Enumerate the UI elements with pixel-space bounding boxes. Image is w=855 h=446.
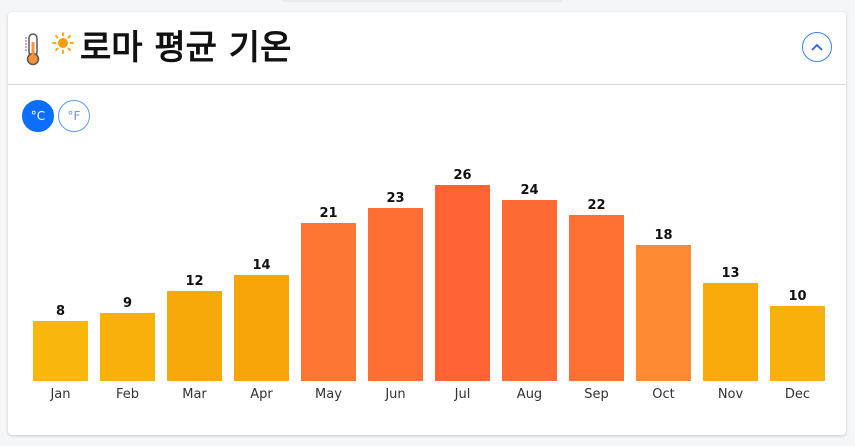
bar-value-label: 18 — [654, 228, 673, 244]
collapse-button[interactable] — [802, 32, 832, 62]
bar-sep[interactable] — [569, 215, 624, 381]
bar-value-label: 10 — [788, 288, 807, 304]
bar-feb[interactable] — [100, 313, 155, 381]
temperature-card: 로마 평균 기온 °C °F 8 Jan 9 Feb 12 Mar 14 Apr 21 May 23… — [8, 12, 846, 435]
x-axis-label: Jun — [385, 387, 406, 402]
fahrenheit-button[interactable]: °F — [58, 100, 90, 132]
celsius-button[interactable]: °C — [22, 100, 54, 132]
x-axis-label: Jul — [454, 387, 471, 402]
bar-value-label: 26 — [453, 168, 472, 183]
chevron-up-icon — [811, 43, 823, 51]
sun-icon — [51, 32, 74, 62]
bar-aug[interactable] — [502, 200, 557, 381]
x-axis-label: Oct — [652, 387, 675, 402]
x-axis-label: Apr — [250, 387, 273, 402]
x-axis-label: Dec — [784, 387, 811, 402]
bar-nov[interactable] — [703, 283, 758, 381]
top-strip — [282, 0, 562, 2]
bar-value-label: 12 — [185, 273, 204, 289]
bar-value-label: 23 — [386, 190, 405, 206]
bar-oct[interactable] — [636, 245, 691, 381]
bar-may[interactable] — [301, 222, 356, 381]
bar-value-label: 8 — [55, 303, 66, 319]
bar-value-label: 22 — [587, 198, 606, 214]
x-axis-label: Mar — [182, 387, 207, 402]
bar-jul[interactable] — [435, 185, 490, 381]
bar-mar[interactable] — [167, 290, 222, 381]
card-header: 로마 평균 기온 — [8, 12, 846, 85]
bar-chart: 8 Jan 9 Feb 12 Mar 14 Apr 21 May 23 Jun 26 Jul 24 Aug 22… — [8, 12, 846, 435]
bar-jan[interactable] — [33, 320, 88, 381]
x-axis-label: Nov — [717, 387, 744, 402]
x-axis-label: Feb — [115, 387, 140, 402]
x-axis-label: Jan — [50, 387, 71, 402]
bar-value-label: 13 — [721, 266, 740, 281]
bar-apr[interactable] — [234, 275, 289, 381]
x-axis-label: Aug — [516, 387, 543, 402]
title-icons — [22, 30, 74, 66]
bar-dec[interactable] — [770, 305, 825, 381]
x-axis-label: May — [315, 387, 342, 402]
page-title: 로마 평균 기온 — [80, 28, 292, 68]
bar-jun[interactable] — [368, 207, 423, 381]
thermometer-icon — [22, 33, 52, 66]
x-axis-label: Sep — [584, 387, 609, 402]
bar-value-label: 9 — [122, 296, 133, 312]
unit-toggle: °C °F — [22, 100, 90, 132]
bar-value-label: 21 — [319, 205, 338, 221]
bar-value-label: 14 — [252, 258, 271, 274]
bar-value-label: 24 — [520, 183, 539, 199]
